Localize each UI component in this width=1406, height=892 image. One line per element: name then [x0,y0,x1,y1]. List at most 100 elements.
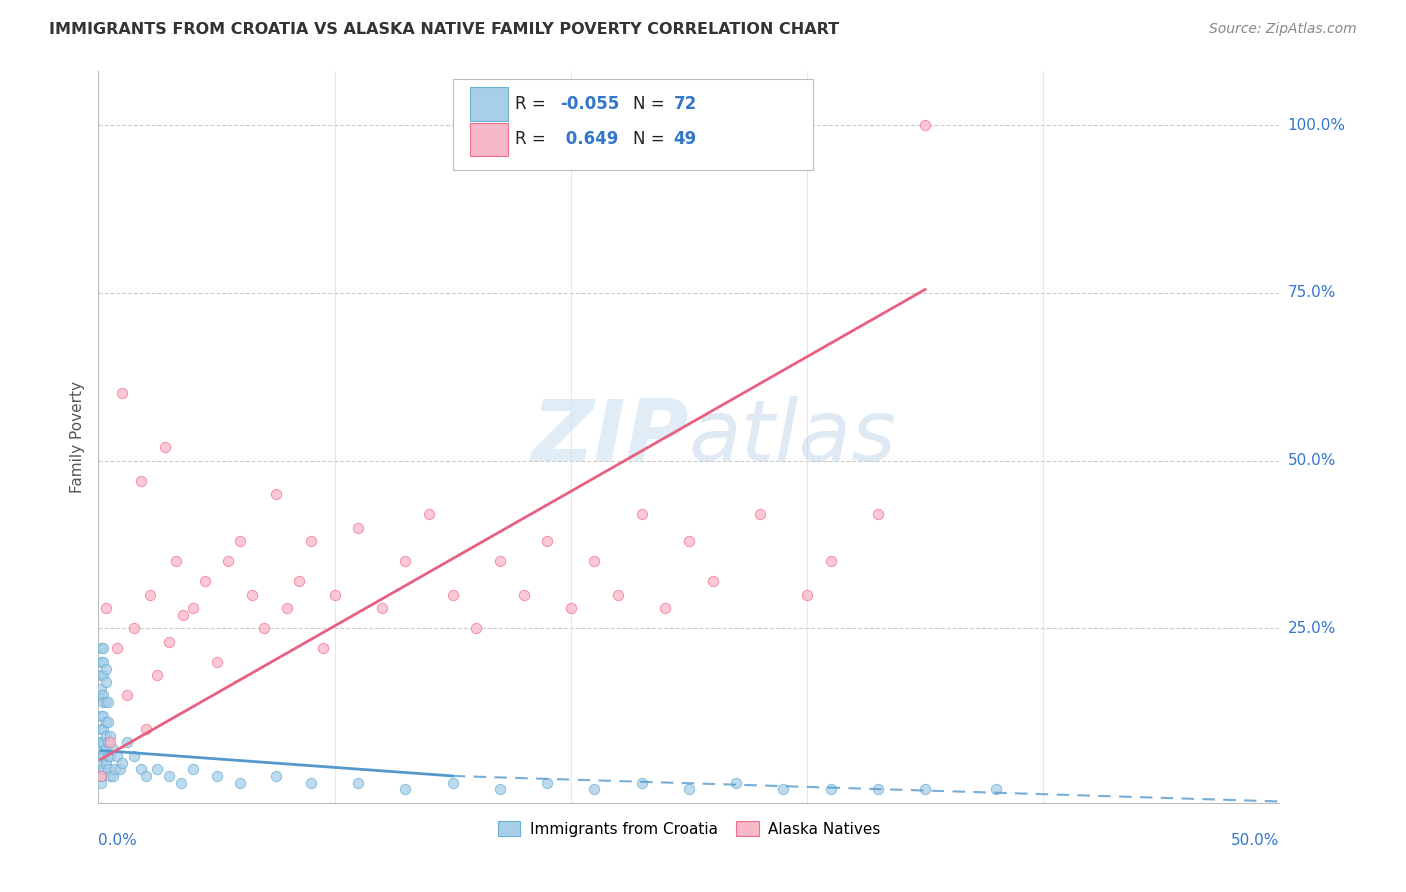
Text: R =: R = [516,130,551,148]
Point [90,748,112,763]
Point [748,508,770,522]
Text: Source: ZipAtlas.com: Source: ZipAtlas.com [1209,22,1357,37]
Point [98,769,121,783]
Point [90,769,112,783]
Point [104,762,127,776]
Point [607,588,630,602]
Text: 75.0%: 75.0% [1288,285,1336,301]
Point [91,668,114,682]
Point [101,769,124,783]
Point [264,769,287,783]
Text: 72: 72 [673,95,697,113]
Point [101,742,124,756]
Point [264,487,287,501]
Point [394,782,416,797]
Point [91,762,114,776]
Point [90,689,112,703]
Point [560,601,582,615]
Point [90,769,112,783]
Point [97,748,120,763]
Legend: Immigrants from Croatia, Alaska Natives: Immigrants from Croatia, Alaska Natives [491,814,887,843]
Point [630,775,652,789]
Text: atlas: atlas [689,395,897,479]
Point [91,641,114,656]
Point [98,735,121,749]
Point [394,554,416,568]
Point [725,775,748,789]
Point [91,748,114,763]
Point [98,729,121,743]
Point [217,554,239,568]
Point [866,782,889,797]
Point [299,775,322,789]
Point [678,782,700,797]
Point [170,775,193,789]
Point [347,521,370,535]
Point [371,601,394,615]
Point [820,782,842,797]
Point [90,735,112,749]
Point [630,508,652,522]
Point [536,534,558,549]
Point [90,641,112,656]
Point [94,715,117,730]
Point [129,474,152,488]
Point [94,601,117,615]
Point [194,574,217,589]
Point [820,554,842,568]
Point [122,748,145,763]
Point [146,762,169,776]
Point [122,621,145,635]
Point [91,695,114,709]
Point [312,641,335,656]
Point [90,708,112,723]
Point [146,668,169,682]
Text: R =: R = [516,95,551,113]
Point [229,534,252,549]
FancyBboxPatch shape [471,87,508,121]
Text: 50.0%: 50.0% [1232,833,1279,848]
Point [181,601,204,615]
Point [115,689,138,703]
Point [111,756,134,770]
Point [323,588,346,602]
Point [205,769,228,783]
Point [914,782,936,797]
Point [94,756,117,770]
Point [94,729,117,743]
Point [94,742,117,756]
Point [796,588,818,602]
Point [94,662,117,676]
Point [153,440,176,454]
Point [91,655,114,669]
Point [94,695,117,709]
Point [139,588,162,602]
FancyBboxPatch shape [453,78,813,170]
Point [97,695,120,709]
Point [129,762,152,776]
Point [441,775,464,789]
Point [866,508,889,522]
Point [465,621,488,635]
Point [90,756,112,770]
Text: ZIP: ZIP [531,395,689,479]
Point [536,775,558,789]
Point [165,554,187,568]
Point [91,735,114,749]
Text: 100.0%: 100.0% [1288,118,1346,133]
Point [97,715,120,730]
Text: 49: 49 [673,130,697,148]
Point [94,675,117,690]
Point [181,762,204,776]
Point [914,118,936,132]
Text: N =: N = [634,95,671,113]
Point [172,607,194,622]
Point [229,775,252,789]
Point [90,742,112,756]
FancyBboxPatch shape [471,122,508,156]
Point [205,655,228,669]
Text: 25.0%: 25.0% [1288,621,1336,636]
Point [678,534,700,549]
Point [418,508,440,522]
Text: 0.0%: 0.0% [98,833,138,848]
